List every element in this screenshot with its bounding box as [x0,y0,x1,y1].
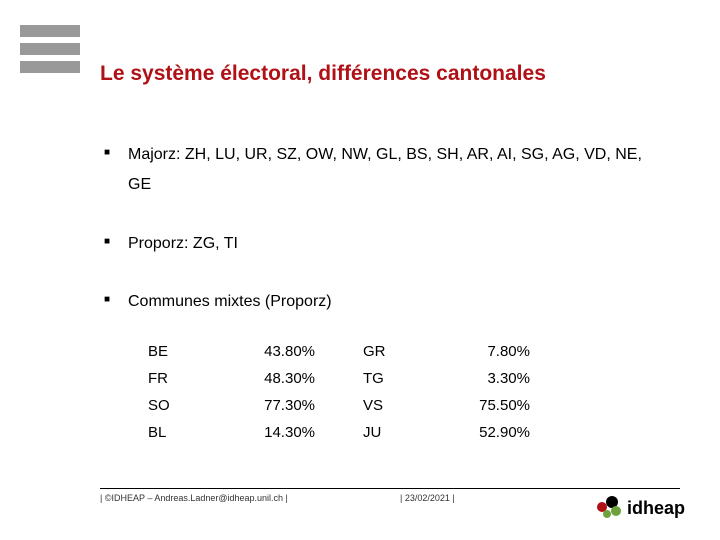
content-area: Majorz: ZH, LU, UR, SZ, OW, NW, GL, BS, … [104,140,660,346]
table-row: FR48.30%TG3.30% [140,365,570,392]
canton-pct: 75.50% [411,392,570,419]
canton-code: JU [355,419,411,446]
canton-code: BL [140,419,196,446]
canton-pct: 43.80% [196,338,355,365]
canton-code: SO [140,392,196,419]
bullet-item: Majorz: ZH, LU, UR, SZ, OW, NW, GL, BS, … [104,140,660,201]
bullet-item: Proporz: ZG, TI [104,229,660,259]
table-row: SO77.30%VS75.50% [140,392,570,419]
canton-pct: 3.30% [411,365,570,392]
canton-code: BE [140,338,196,365]
idheap-logo: idheap [597,496,685,520]
data-table: BE43.80%GR7.80%FR48.30%TG3.30%SO77.30%VS… [140,338,570,446]
canton-pct: 52.90% [411,419,570,446]
institution-bars-icon [20,25,80,79]
canton-code: VS [355,392,411,419]
canton-pct: 77.30% [196,392,355,419]
canton-pct: 7.80% [411,338,570,365]
footer-copyright: | ©IDHEAP – Andreas.Ladner@idheap.unil.c… [100,493,288,503]
bullet-item: Communes mixtes (Proporz) [104,287,660,317]
canton-pct: 48.30% [196,365,355,392]
bullet-list: Majorz: ZH, LU, UR, SZ, OW, NW, GL, BS, … [104,140,660,318]
canton-code: TG [355,365,411,392]
slide-title: Le système électoral, différences canton… [100,62,546,86]
table-row: BL14.30%JU52.90% [140,419,570,446]
canton-pct: 14.30% [196,419,355,446]
canton-code: GR [355,338,411,365]
slide: Le système électoral, différences canton… [0,0,720,540]
logo-text: idheap [627,498,685,519]
table-row: BE43.80%GR7.80% [140,338,570,365]
logo-dots-icon [597,496,621,520]
footer: | ©IDHEAP – Andreas.Ladner@idheap.unil.c… [100,488,680,508]
canton-code: FR [140,365,196,392]
footer-date: | 23/02/2021 | [400,493,455,503]
